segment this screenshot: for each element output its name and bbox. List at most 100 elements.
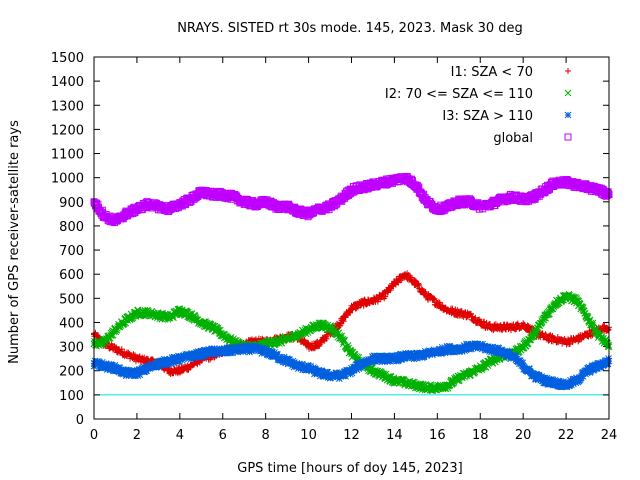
x-tick-label: 12 — [343, 428, 360, 443]
legend-marker — [564, 133, 572, 141]
data-point — [197, 350, 205, 358]
data-point — [466, 312, 473, 319]
legend-marker — [565, 68, 571, 74]
data-point — [326, 372, 334, 379]
data-point — [208, 348, 216, 355]
axis-ticks: 0100200300400500600700800900100011001200… — [51, 51, 617, 443]
data-point — [541, 377, 548, 384]
x-tick-label: 14 — [386, 428, 403, 443]
data-point — [348, 304, 355, 311]
data-point — [563, 338, 570, 345]
data-point — [133, 355, 140, 362]
y-tick-label: 200 — [59, 365, 84, 380]
data-point — [433, 348, 441, 355]
y-axis-label: Number of GPS receiver-satellite rays — [7, 120, 22, 364]
data-point — [509, 324, 516, 331]
y-tick-label: 500 — [59, 292, 84, 307]
data-point — [358, 360, 366, 367]
data-point — [509, 352, 516, 360]
data-point — [230, 346, 237, 354]
x-tick-label: 4 — [176, 428, 184, 443]
data-point — [323, 335, 330, 342]
x-tick-label: 16 — [429, 428, 446, 443]
data-point — [487, 324, 494, 331]
data-point — [594, 362, 602, 370]
data-point — [305, 364, 312, 372]
y-tick-label: 1400 — [51, 75, 84, 90]
y-tick-label: 700 — [59, 244, 84, 259]
data-point — [316, 341, 323, 348]
data-point — [219, 348, 227, 355]
data-point — [122, 369, 130, 377]
data-point — [402, 271, 409, 278]
data-point — [391, 280, 398, 287]
data-point — [187, 362, 194, 369]
data-point — [123, 350, 130, 357]
data-point — [487, 345, 495, 353]
data-point — [498, 348, 506, 355]
legend-label: I3: SZA > 110 — [442, 109, 533, 124]
data-point — [133, 369, 141, 377]
data-point — [187, 352, 194, 360]
y-tick-label: 800 — [59, 220, 84, 235]
y-tick-label: 1100 — [51, 148, 84, 163]
data-point — [337, 319, 344, 326]
y-tick-label: 1500 — [51, 51, 84, 66]
data-point — [337, 372, 345, 379]
data-point — [262, 348, 270, 355]
data-point — [552, 379, 559, 387]
data-point — [431, 295, 438, 302]
x-tick-label: 18 — [472, 428, 489, 443]
data-point — [240, 345, 248, 353]
x-tick-label: 0 — [90, 428, 98, 443]
data-point — [112, 346, 119, 353]
data-point — [283, 357, 291, 365]
data-point — [455, 309, 462, 316]
data-point — [552, 336, 559, 343]
data-point — [380, 355, 388, 363]
data-point — [166, 367, 173, 374]
data-point — [444, 345, 452, 353]
x-tick-label: 2 — [133, 428, 141, 443]
data-point — [251, 345, 259, 353]
data-point — [340, 318, 347, 325]
data-point — [165, 357, 173, 365]
legend-label: global — [493, 131, 533, 146]
data-point — [380, 292, 387, 299]
y-tick-label: 1200 — [51, 123, 84, 138]
legend: I1: SZA < 70 I2: 70 <= SZA <= 110 I3: SZA … — [385, 65, 572, 146]
data-point — [445, 307, 452, 314]
data-point — [584, 331, 591, 338]
data-point — [101, 362, 109, 370]
data-point — [401, 352, 409, 360]
series-3 — [90, 340, 613, 391]
data-point — [573, 377, 581, 384]
data-point — [573, 336, 580, 343]
x-axis-label: GPS time [hours of doy 145, 2023] — [237, 461, 462, 476]
data-point — [541, 333, 548, 340]
plot-area — [90, 172, 613, 394]
data-point — [423, 292, 430, 299]
data-point — [155, 360, 162, 367]
data-point — [369, 355, 377, 363]
x-tick-label: 22 — [558, 428, 575, 443]
data-point — [520, 321, 527, 328]
y-tick-label: 1000 — [51, 172, 84, 187]
x-tick-label: 6 — [219, 428, 227, 443]
y-tick-label: 0 — [76, 413, 84, 428]
series-4 — [90, 172, 613, 227]
data-point — [412, 280, 419, 287]
data-point — [369, 297, 376, 304]
data-point — [305, 343, 312, 350]
data-point — [476, 343, 484, 350]
legend-label: I2: 70 <= SZA <= 110 — [385, 87, 533, 102]
chart-title: NRAYS. SISTED rt 30s mode. 145, 2023. Ma… — [177, 21, 523, 36]
data-point — [412, 352, 420, 360]
data-point — [519, 362, 527, 370]
data-point — [391, 355, 398, 363]
data-point — [530, 372, 538, 379]
data-point — [315, 369, 323, 377]
y-tick-label: 300 — [59, 341, 84, 356]
legend-label: I1: SZA < 70 — [451, 65, 533, 80]
